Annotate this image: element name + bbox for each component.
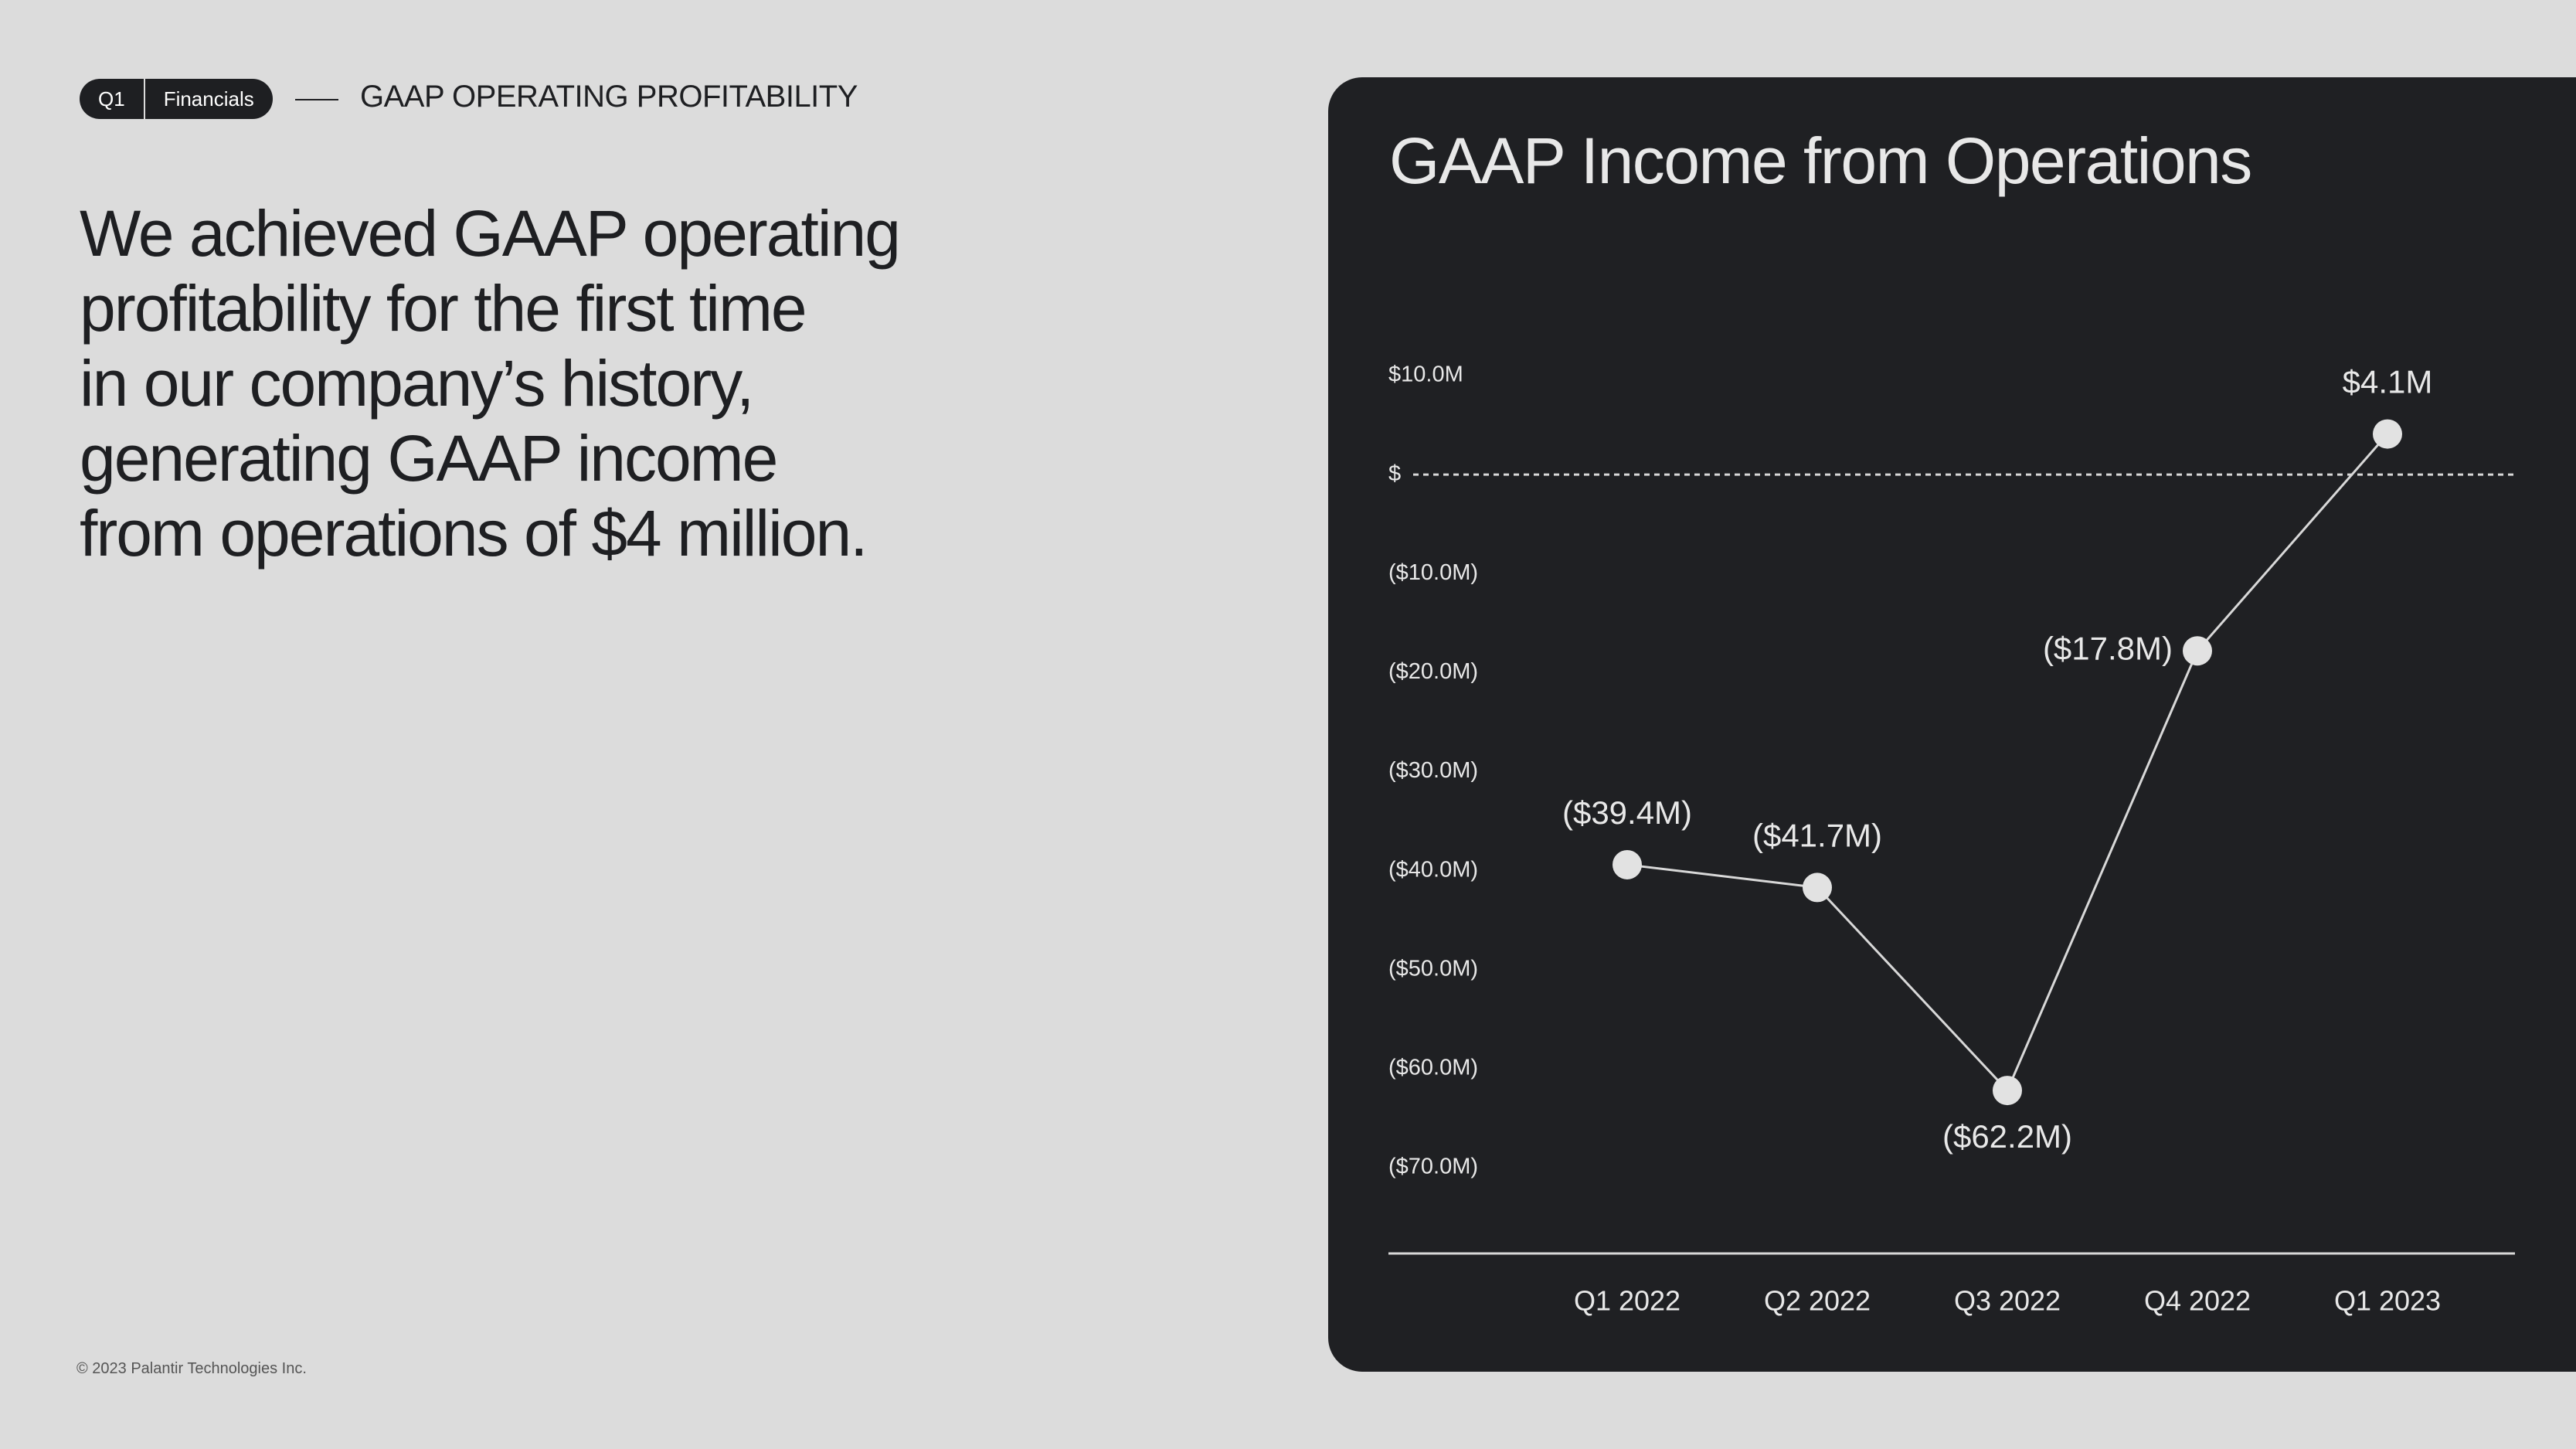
data-point <box>1613 849 1642 879</box>
headline-line: in our company’s history, <box>80 347 754 420</box>
chart-title: GAAP Income from Operations <box>1389 124 2252 197</box>
headline: We achieved GAAP operating profitability… <box>80 196 1038 571</box>
data-label: ($62.2M) <box>1942 1118 2072 1155</box>
chart-canvas: $10.0M $ ($10.0M) ($20.0M) ($30.0M) ($40.0M) (… <box>1388 362 2515 1317</box>
data-point <box>1803 872 1832 903</box>
data-label: $4.1M <box>2343 364 2433 400</box>
section-title: GAAP OPERATING PROFITABILITY <box>360 80 858 114</box>
data-label: ($41.7M) <box>1752 818 1882 854</box>
x-tick-label: Q4 2022 <box>2144 1285 2251 1317</box>
chart-panel: GAAP Income from Operations $10.0M $ ($10.… <box>1328 77 2576 1372</box>
y-tick-label: ($10.0M) <box>1388 560 1478 585</box>
y-tick-label: $ <box>1388 461 1401 486</box>
x-tick-label: Q3 2022 <box>1954 1285 2061 1317</box>
series-line <box>1626 433 2389 1093</box>
headline-line: profitability for the first time <box>80 272 807 345</box>
x-tick-label: Q2 2022 <box>1764 1285 1871 1317</box>
y-tick-label: ($60.0M) <box>1388 1056 1478 1080</box>
y-tick-label: ($20.0M) <box>1388 659 1478 684</box>
headline-line: from operations of $4 million. <box>80 497 868 570</box>
y-tick-label: ($50.0M) <box>1388 956 1478 981</box>
badge-label: Financials <box>143 79 273 119</box>
y-tick-label: ($40.0M) <box>1388 857 1478 882</box>
x-tick-label: Q1 2023 <box>2334 1285 2441 1317</box>
data-point <box>1993 1076 2022 1106</box>
y-tick-label: $10.0M <box>1388 362 1463 387</box>
headline-line: We achieved GAAP operating <box>80 197 901 270</box>
x-tick-label: Q1 2022 <box>1574 1285 1681 1317</box>
badge-quarter: Q1 <box>98 87 125 111</box>
y-tick-label: ($70.0M) <box>1388 1155 1478 1179</box>
data-label: ($17.8M) <box>2043 630 2173 666</box>
section-badge: Q1 Financials <box>80 79 273 119</box>
data-point <box>2373 419 2402 449</box>
y-tick-label: ($30.0M) <box>1388 758 1478 783</box>
header-divider <box>295 99 338 100</box>
data-label: ($39.4M) <box>1562 794 1692 831</box>
copyright: © 2023 Palantir Technologies Inc. <box>76 1360 307 1377</box>
headline-line: generating GAAP income <box>80 422 778 495</box>
data-point <box>2183 636 2212 666</box>
